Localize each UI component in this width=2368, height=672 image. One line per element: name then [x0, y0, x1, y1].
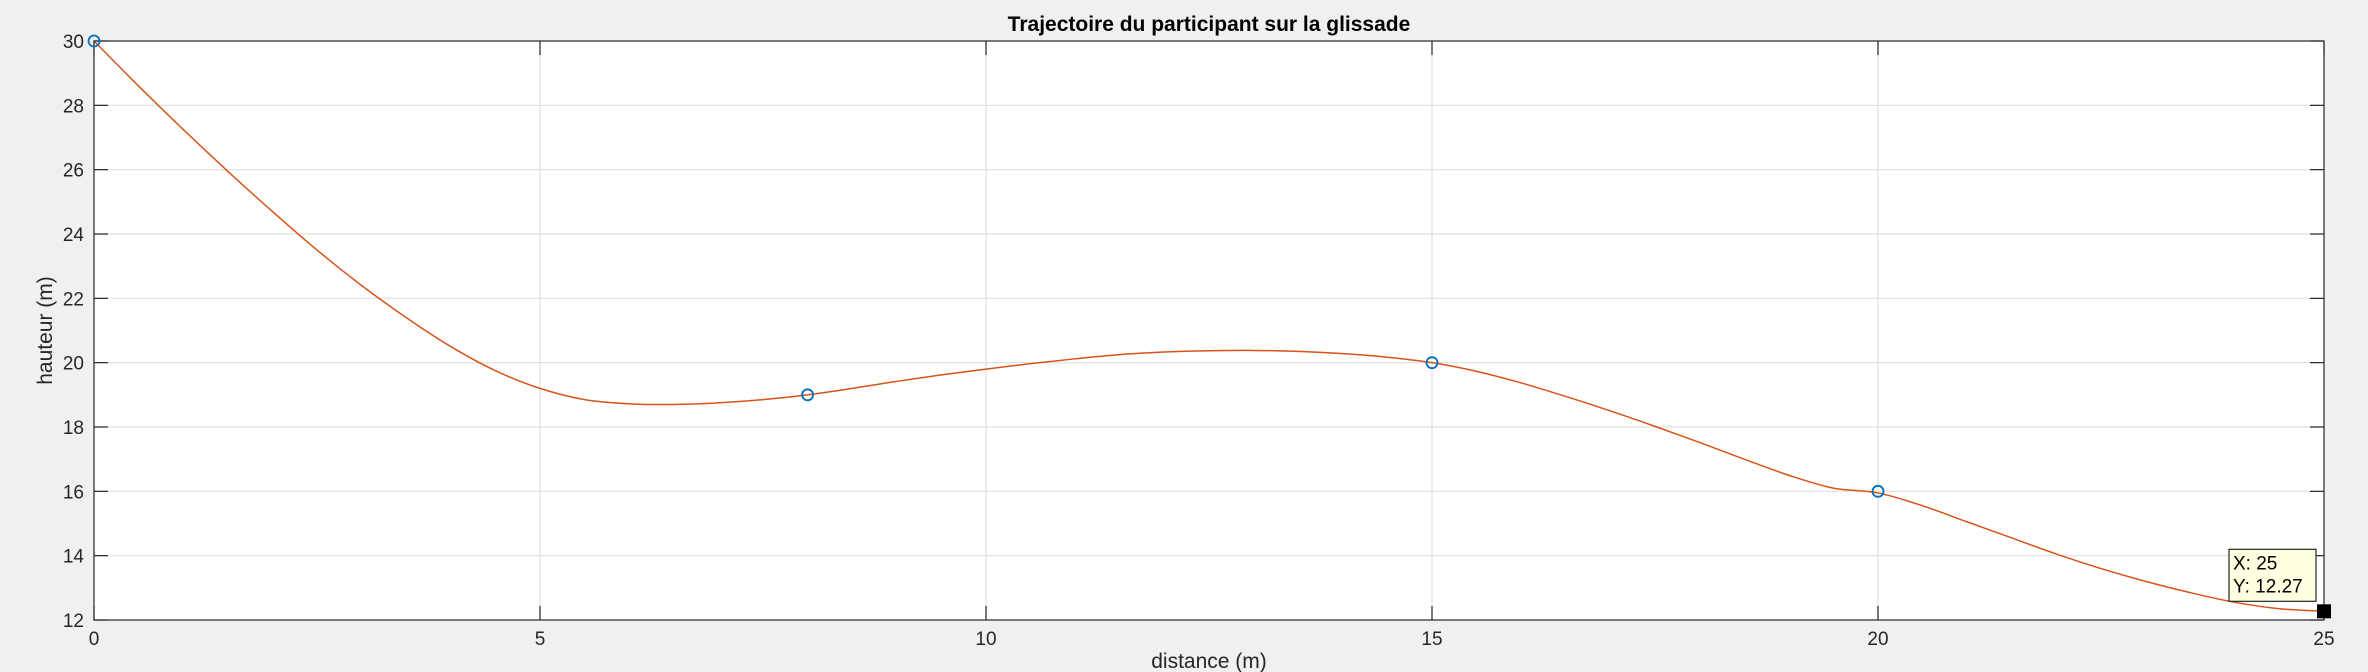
x-tick-label: 20	[1867, 629, 1888, 650]
y-tick-label: 18	[63, 418, 84, 439]
chart-title: Trajectoire du participant sur la glissa…	[1008, 13, 1411, 36]
y-tick-label: 24	[63, 225, 85, 246]
trajectory-curve-layer	[93, 40, 2325, 613]
plot-border	[93, 40, 2325, 621]
datatip[interactable]: X: 25 Y: 12.27	[2228, 548, 2331, 619]
x-tick-labels: 0 5 10 15 20 25	[89, 629, 2335, 650]
datatip-box	[2228, 548, 2317, 602]
x-tick-label: 15	[1421, 629, 1442, 650]
x-tick-label: 25	[2313, 629, 2334, 650]
datatip-y-label: Y: 12.27	[2233, 576, 2303, 597]
x-tick-label: 5	[535, 629, 546, 650]
data-point-marker[interactable]	[801, 388, 814, 402]
y-tick-label: 14	[63, 547, 85, 568]
data-point-marker[interactable]	[87, 34, 101, 48]
datatip-x-label: X: 25	[2233, 553, 2277, 574]
axis-ticks	[93, 40, 2325, 621]
grid	[94, 41, 2324, 620]
y-tick-labels: 12 14 16 18 20 22 24 26 28 30	[63, 32, 85, 632]
data-point-marker[interactable]	[1871, 484, 1885, 498]
y-tick-label: 26	[63, 161, 84, 182]
data-point-marker[interactable]	[1425, 356, 1439, 370]
y-tick-label: 16	[63, 482, 84, 503]
y-tick-label: 20	[63, 354, 84, 375]
y-tick-label: 30	[63, 32, 84, 53]
x-tick-label: 10	[975, 629, 996, 650]
y-tick-label: 22	[63, 289, 84, 310]
datatip-marker	[2317, 604, 2331, 619]
x-axis-label: distance (m)	[1151, 650, 1267, 672]
x-tick-label: 0	[89, 629, 100, 650]
y-axis-label: hauteur (m)	[34, 276, 57, 385]
y-tick-label: 12	[63, 611, 84, 632]
y-tick-label: 28	[63, 96, 84, 117]
trajectory-line	[93, 40, 2325, 613]
plot-area[interactable]	[94, 41, 2324, 620]
